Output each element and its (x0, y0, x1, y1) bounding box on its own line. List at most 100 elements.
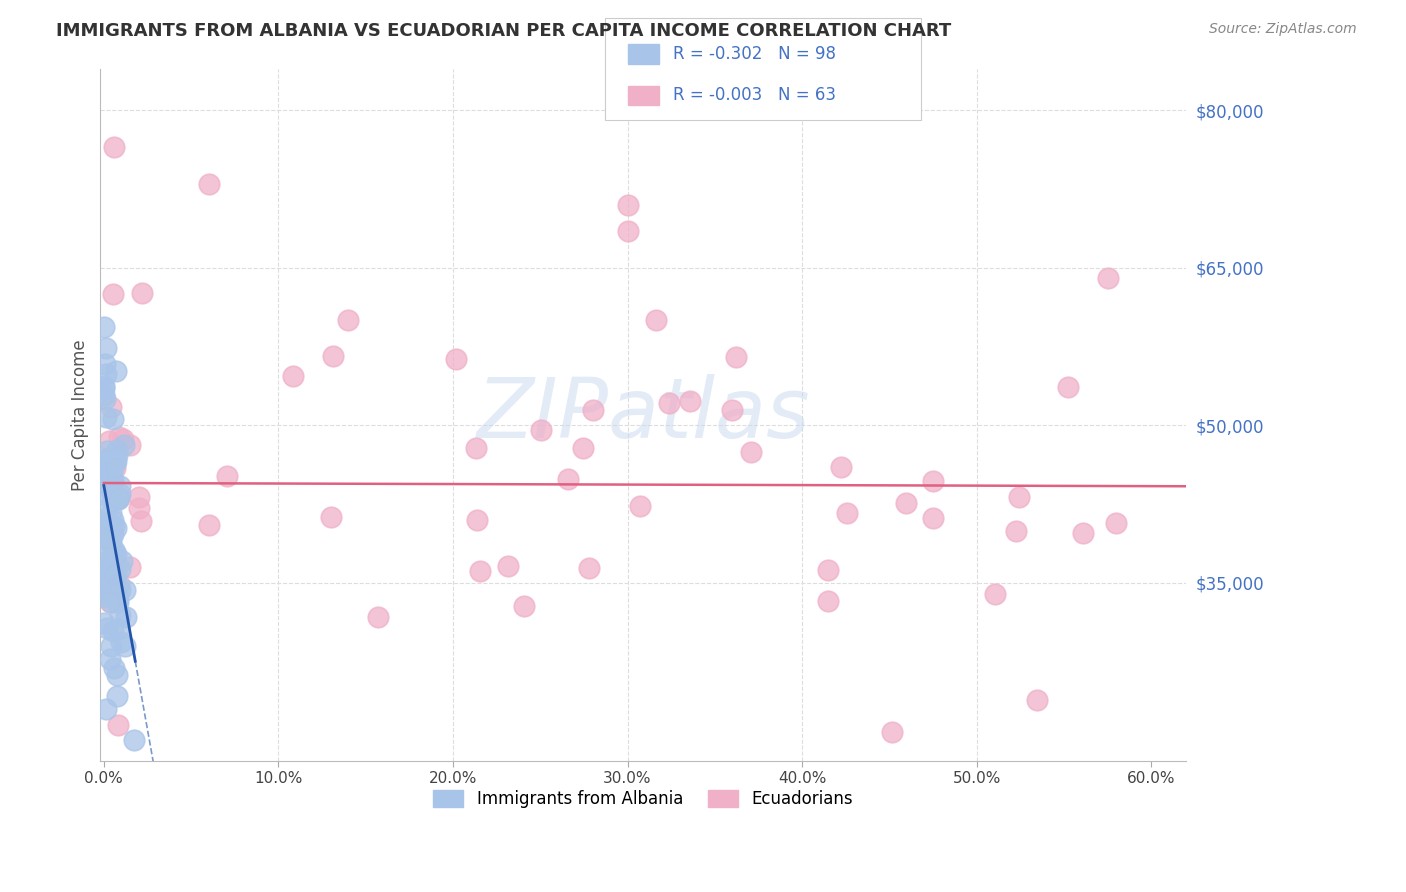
Point (105, 520, 128, 534)
Point (93, 388, 115, 402)
Point (513, 599, 536, 614)
Point (283, 368, 305, 383)
Point (118, 559, 141, 574)
Point (100, 533, 122, 548)
Point (496, 559, 519, 574)
Point (94, 531, 117, 545)
Point (112, 438, 135, 452)
Point (101, 486, 124, 500)
Point (98, 652, 121, 666)
Point (101, 588, 124, 602)
Point (100, 639, 122, 653)
Point (894, 496, 917, 510)
Point (96, 541, 118, 555)
Point (101, 527, 124, 541)
Point (100, 556, 122, 570)
Point (94, 367, 117, 381)
Point (367, 610, 389, 624)
Point (100, 549, 122, 564)
Point (581, 402, 603, 417)
Legend: Immigrants from Albania, Ecuadorians: Immigrants from Albania, Ecuadorians (427, 783, 859, 815)
Point (98, 568, 121, 582)
Point (94, 563, 117, 577)
Point (93, 320, 115, 334)
Point (101, 547, 124, 561)
Point (1097, 271, 1119, 285)
Point (101, 560, 124, 574)
Point (110, 634, 132, 648)
Point (110, 561, 132, 575)
Point (107, 717, 129, 731)
Point (817, 563, 839, 577)
Point (101, 287, 124, 301)
Point (215, 469, 238, 483)
Point (96, 590, 118, 604)
Point (107, 492, 129, 507)
Point (131, 286, 153, 301)
Point (108, 607, 131, 622)
Text: R = -0.302   N = 98: R = -0.302 N = 98 (673, 45, 837, 63)
Point (94, 488, 117, 502)
Point (322, 349, 344, 363)
Point (107, 595, 129, 609)
Point (103, 660, 125, 674)
Point (93, 380, 115, 394)
FancyBboxPatch shape (628, 45, 659, 64)
Point (628, 499, 651, 513)
Point (616, 198, 638, 212)
Point (100, 507, 122, 521)
Point (103, 568, 125, 582)
Text: Source: ZipAtlas.com: Source: ZipAtlas.com (1209, 22, 1357, 37)
FancyBboxPatch shape (628, 86, 659, 105)
Point (96, 467, 118, 482)
Point (96, 566, 118, 581)
Point (108, 430, 131, 444)
Point (467, 513, 489, 527)
Point (98, 462, 121, 476)
Text: R = -0.003   N = 63: R = -0.003 N = 63 (673, 87, 837, 104)
Point (101, 552, 124, 566)
Point (108, 577, 131, 591)
Point (882, 725, 904, 739)
Point (108, 491, 131, 505)
Point (530, 423, 553, 437)
Point (198, 517, 221, 532)
Point (103, 543, 125, 558)
Point (112, 432, 135, 446)
Point (98, 595, 121, 609)
Point (94, 451, 117, 466)
Point (105, 443, 128, 458)
Point (104, 460, 127, 475)
Point (1057, 380, 1080, 394)
Point (830, 460, 852, 475)
Point (97, 516, 120, 530)
Point (97, 534, 120, 549)
Point (105, 595, 128, 609)
Point (97, 564, 120, 578)
Point (118, 438, 141, 452)
Point (337, 313, 360, 327)
Point (557, 472, 579, 486)
Point (105, 587, 128, 601)
Point (197, 177, 219, 191)
Point (104, 591, 127, 606)
Point (616, 224, 638, 238)
Point (319, 509, 342, 524)
Point (98, 434, 121, 448)
Point (93, 379, 115, 393)
Point (103, 550, 125, 565)
Point (128, 491, 150, 505)
Point (578, 561, 600, 575)
Point (115, 610, 138, 624)
Point (100, 400, 122, 414)
Point (94, 701, 117, 715)
Point (93, 615, 115, 630)
Point (100, 595, 122, 609)
Point (100, 483, 122, 497)
Point (93, 574, 115, 589)
Point (1071, 525, 1094, 540)
Point (114, 583, 136, 598)
Point (108, 479, 131, 493)
Point (101, 473, 124, 487)
Point (97, 466, 120, 480)
